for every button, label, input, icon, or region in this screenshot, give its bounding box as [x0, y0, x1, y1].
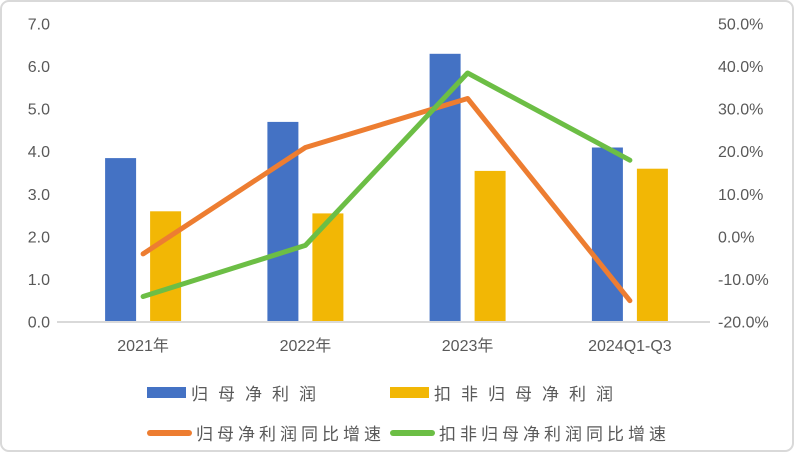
right-axis-tick-0: -20.0% — [718, 315, 769, 332]
legend-item-net-profit-deducted[interactable]: 扣非归母净利润 — [390, 380, 670, 405]
bar-net-profit-1 — [267, 121, 299, 323]
left-axis-tick-3: 3.0 — [28, 187, 50, 204]
bar-net-profit-deducted-2 — [474, 170, 506, 322]
legend-label-net-profit-deducted-yoy: 扣非归母净利润同比增速 — [439, 425, 670, 444]
left-axis-tick-7: 7.0 — [28, 17, 50, 34]
left-axis-tick-0: 0.0 — [28, 315, 50, 332]
right-axis-tick-7: 50.0% — [718, 17, 763, 34]
legend-swatch-net-profit — [147, 387, 186, 398]
legend-item-net-profit-deducted-yoy[interactable]: 扣非归母净利润同比增速 — [390, 420, 670, 445]
legend: 归母净利润 扣非归母净利润 归母净利润同比增速 扣非归母净利润同比增速 — [147, 380, 670, 445]
left-axis-tick-5: 5.0 — [28, 102, 50, 119]
x-axis-label-1: 2022年 — [280, 337, 332, 355]
right-axis-tick-3: 10.0% — [718, 187, 763, 204]
legend-label-net-profit-deducted: 扣非归母净利润 — [434, 385, 623, 404]
x-axis-label-3: 2024Q1-Q3 — [588, 338, 672, 355]
right-axis-tick-2: 0.0% — [718, 229, 754, 246]
left-axis-tick-4: 4.0 — [28, 144, 50, 161]
right-axis-tick-1: -10.0% — [718, 272, 769, 289]
legend-label-net-profit: 归母净利润 — [191, 385, 326, 404]
bar-net-profit-3 — [591, 147, 623, 322]
legend-swatch-net-profit-deducted — [390, 387, 429, 398]
right-axis-tick-6: 40.0% — [718, 59, 763, 76]
right-axis-tick-5: 30.0% — [718, 102, 763, 119]
line-net-profit-deducted-yoy — [140, 70, 633, 299]
legend-item-net-profit-yoy[interactable]: 归母净利润同比增速 — [147, 420, 390, 445]
bar-net-profit-deducted-0 — [150, 211, 182, 322]
legend-swatch-net-profit-deducted-yoy — [390, 429, 435, 436]
left-axis-tick-2: 2.0 — [28, 229, 50, 246]
line-net-profit-yoy — [140, 96, 633, 304]
right-axis-tick-4: 20.0% — [718, 144, 763, 161]
legend-label-net-profit-yoy: 归母净利润同比增速 — [196, 425, 385, 444]
legend-item-net-profit[interactable]: 归母净利润 — [147, 380, 390, 405]
x-axis-label-2: 2023年 — [442, 337, 494, 355]
bar-net-profit-deducted-3 — [636, 168, 668, 322]
left-axis-tick-1: 1.0 — [28, 272, 50, 289]
left-axis-tick-6: 6.0 — [28, 59, 50, 76]
legend-swatch-net-profit-yoy — [147, 429, 192, 436]
x-axis-label-0: 2021年 — [117, 337, 169, 355]
bar-net-profit-0 — [105, 158, 137, 322]
